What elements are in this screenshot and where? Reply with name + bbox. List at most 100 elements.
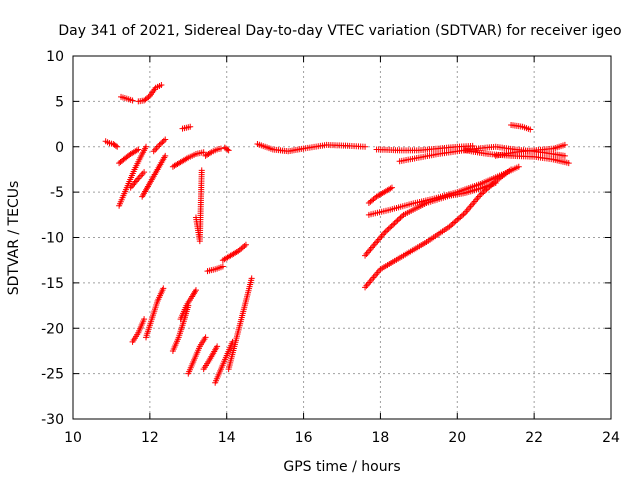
data-point	[187, 123, 194, 130]
data-point	[394, 217, 401, 224]
data-point	[399, 213, 406, 220]
series-arc-l	[221, 144, 232, 154]
data-point	[138, 172, 145, 179]
data-point	[217, 145, 224, 152]
data-point	[135, 146, 142, 153]
x-tick-label: 16	[295, 430, 313, 446]
x-tick-label: 22	[525, 430, 543, 446]
data-point	[362, 143, 369, 150]
data-point	[162, 136, 169, 143]
data-point	[388, 184, 395, 191]
data-point	[225, 147, 232, 154]
data-point	[192, 287, 199, 294]
series-arc-ag	[192, 167, 205, 245]
data-point	[152, 146, 159, 153]
x-tick-label: 14	[218, 430, 236, 446]
series-arc-s	[365, 184, 395, 207]
data-point	[454, 216, 461, 223]
y-tick-label: -30	[41, 412, 64, 428]
data-point	[153, 145, 160, 152]
series-arc-h	[150, 136, 169, 155]
data-point	[202, 334, 209, 341]
series-arc-w	[129, 316, 148, 345]
y-tick-label: -5	[50, 185, 64, 201]
series-arc-q	[492, 141, 568, 159]
data-point	[162, 152, 169, 159]
data-point	[451, 219, 458, 226]
data-point	[381, 229, 388, 236]
data-point	[515, 163, 522, 170]
series-arc-aa	[185, 334, 209, 377]
y-axis-label: SDTVAR / TECUs	[6, 181, 22, 296]
series-arc-j	[179, 123, 194, 132]
data-point	[385, 225, 392, 232]
data-point	[508, 166, 515, 173]
y-tick-label: -25	[41, 367, 64, 383]
data-point	[382, 228, 389, 235]
series-arc-ad	[219, 241, 249, 264]
series-arc-c	[116, 146, 142, 167]
data-point	[561, 141, 568, 148]
data-point	[388, 222, 395, 229]
data-point	[160, 137, 167, 144]
y-axis-ticks: 10 5 0 -5 -10 -15 -20 -25 -30	[41, 49, 611, 428]
series-arc-i	[169, 149, 207, 170]
x-axis-ticks: 10 12 14 16 18 20 22 24	[64, 56, 620, 446]
data-point	[160, 285, 167, 292]
data-point	[565, 160, 572, 167]
data-point	[141, 316, 148, 323]
data-point	[145, 94, 152, 101]
data-point	[155, 143, 162, 150]
data-point	[156, 141, 163, 148]
data-point	[200, 149, 207, 156]
x-tick-label: 24	[602, 430, 620, 446]
data-point	[139, 170, 146, 177]
series-arc-d	[118, 93, 136, 104]
data-point	[393, 218, 400, 225]
series-arc-g	[127, 169, 148, 191]
series-arc-m	[254, 141, 369, 155]
series-arc-z	[177, 287, 199, 323]
data-point	[457, 214, 464, 221]
series-arc-ae	[212, 338, 236, 386]
series-arc-x	[143, 285, 167, 341]
y-tick-label: -15	[41, 276, 64, 292]
data-point	[224, 146, 231, 153]
y-tick-label: 0	[55, 140, 64, 156]
x-tick-label: 12	[141, 430, 159, 446]
data-point	[219, 263, 226, 270]
data-point	[206, 150, 213, 157]
data-point	[527, 126, 534, 133]
data-point	[114, 143, 121, 150]
data-point	[460, 211, 467, 218]
data-points	[102, 82, 572, 386]
data-point	[480, 189, 487, 196]
series-arc-k	[202, 145, 224, 159]
series-arc-f	[139, 152, 169, 200]
y-tick-label: 10	[46, 49, 64, 65]
series-arc-n	[373, 142, 476, 154]
grid-lines	[73, 56, 611, 419]
data-point	[397, 214, 404, 221]
data-point	[387, 224, 394, 231]
data-point	[478, 190, 485, 197]
data-point	[396, 216, 403, 223]
chart-title: Day 341 of 2021, Sidereal Day-to-day VTE…	[58, 23, 621, 39]
data-point	[452, 218, 459, 225]
x-tick-label: 20	[448, 430, 466, 446]
data-point	[198, 167, 205, 174]
series-arc-ab	[200, 343, 221, 373]
data-point	[136, 173, 143, 180]
data-point	[561, 152, 568, 159]
data-point	[112, 142, 119, 149]
data-point	[150, 148, 157, 155]
x-tick-label: 18	[372, 430, 390, 446]
data-point	[242, 241, 249, 248]
data-point	[157, 140, 164, 147]
data-point	[458, 212, 465, 219]
y-tick-label: 5	[55, 94, 64, 110]
data-point	[159, 139, 166, 146]
series-arc-a	[102, 138, 121, 150]
y-tick-label: -20	[41, 321, 64, 337]
